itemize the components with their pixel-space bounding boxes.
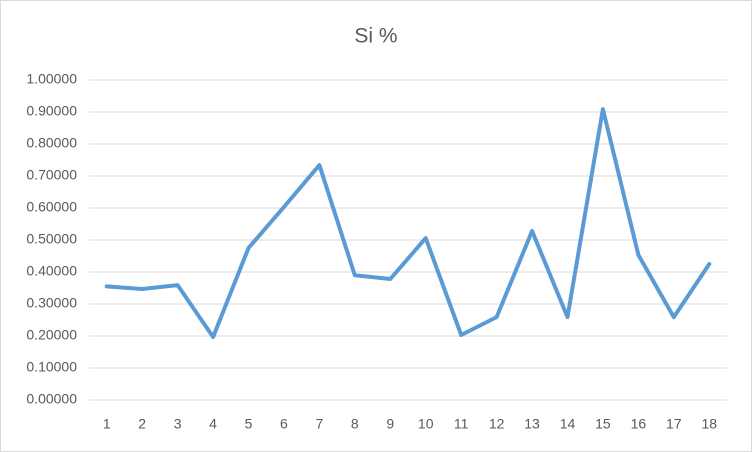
x-tick-label: 11 <box>454 416 469 432</box>
y-tick-label: 0.40000 <box>26 263 77 279</box>
chart-title: Si % <box>354 25 397 48</box>
x-tick-label: 2 <box>138 416 146 432</box>
x-tick-label: 5 <box>245 416 253 432</box>
x-tick-label: 15 <box>595 416 611 432</box>
y-tick-label: 0.10000 <box>26 359 77 375</box>
y-tick-label: 1.00000 <box>26 71 77 87</box>
y-tick-label: 0.30000 <box>26 295 77 311</box>
y-tick-label: 0.20000 <box>26 327 77 343</box>
x-tick-label: 1 <box>103 416 111 432</box>
x-tick-label: 9 <box>386 416 394 432</box>
y-tick-label: 0.00000 <box>26 391 77 407</box>
x-tick-label: 7 <box>315 416 323 432</box>
x-tick-label: 14 <box>560 416 576 432</box>
x-tick-label: 12 <box>489 416 505 432</box>
y-tick-label: 0.90000 <box>26 103 77 119</box>
y-tick-label: 0.70000 <box>26 167 77 183</box>
x-tick-label: 6 <box>280 416 288 432</box>
x-tick-label: 3 <box>174 416 182 432</box>
y-tick-label: 0.60000 <box>26 199 77 215</box>
x-tick-label: 8 <box>351 416 359 432</box>
x-tick-label: 17 <box>666 416 682 432</box>
x-tick-label: 16 <box>631 416 647 432</box>
y-tick-label: 0.80000 <box>26 135 77 151</box>
x-tick-label: 13 <box>524 416 540 432</box>
data-line <box>104 107 712 339</box>
x-tick-label: 18 <box>701 416 717 432</box>
x-tick-label: 4 <box>209 416 217 432</box>
y-tick-label: 0.50000 <box>26 231 77 247</box>
x-tick-label: 10 <box>418 416 434 432</box>
